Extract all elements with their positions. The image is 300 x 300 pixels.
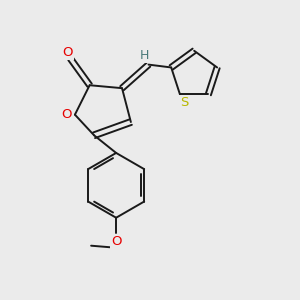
Text: O: O [61, 108, 72, 121]
Text: O: O [112, 235, 122, 248]
Text: H: H [140, 49, 149, 62]
Text: S: S [180, 96, 189, 109]
Text: O: O [62, 46, 73, 59]
